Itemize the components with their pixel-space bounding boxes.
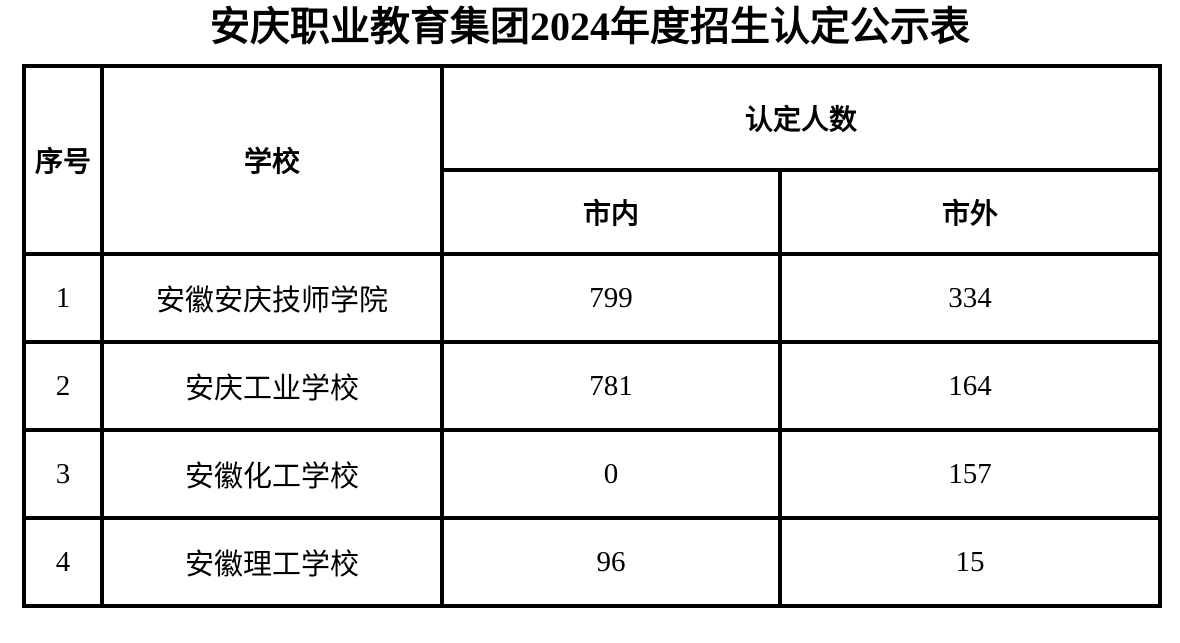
cell-school: 安徽安庆技师学院: [100, 252, 444, 344]
cell-school: 安庆工业学校: [100, 340, 444, 432]
cell-out-city: 334: [777, 252, 1163, 344]
table-row: 1 安徽安庆技师学院 799 334: [22, 252, 1163, 344]
table-header-row-sub: 市内 市外: [24, 168, 1163, 256]
cell-no: 1: [22, 252, 104, 344]
table-row: 4 安徽理工学校 96 15: [22, 516, 1163, 608]
cell-school: 安徽理工学校: [100, 516, 444, 608]
cell-in-city: 799: [440, 252, 782, 344]
cell-in-city: 0: [440, 428, 782, 520]
cell-out-city: 157: [777, 428, 1163, 520]
cell-in-city: 781: [440, 340, 782, 432]
column-header-no: 序号: [22, 64, 104, 256]
table-header-row-top: 序号 学校 认定人数: [22, 64, 1163, 256]
column-header-out-city: 市外: [777, 168, 1163, 256]
cell-school: 安徽化工学校: [100, 428, 444, 520]
enrollment-table: 序号 学校 认定人数 市内 市外 1 安徽安庆技师学院 799 334 2 安庆…: [22, 64, 1163, 608]
table-row: 2 安庆工业学校 781 164: [22, 340, 1163, 432]
cell-out-city: 15: [777, 516, 1163, 608]
column-header-school: 学校: [100, 64, 444, 256]
cell-out-city: 164: [777, 340, 1163, 432]
column-header-recognized-count: 认定人数: [439, 64, 1163, 172]
cell-no: 3: [22, 428, 104, 520]
cell-no: 2: [22, 340, 104, 432]
page-title: 安庆职业教育集团2024年度招生认定公示表: [210, 4, 970, 49]
column-header-in-city: 市内: [440, 168, 782, 256]
cell-no: 4: [22, 516, 104, 608]
cell-in-city: 96: [440, 516, 782, 608]
table-row: 3 安徽化工学校 0 157: [22, 428, 1163, 520]
